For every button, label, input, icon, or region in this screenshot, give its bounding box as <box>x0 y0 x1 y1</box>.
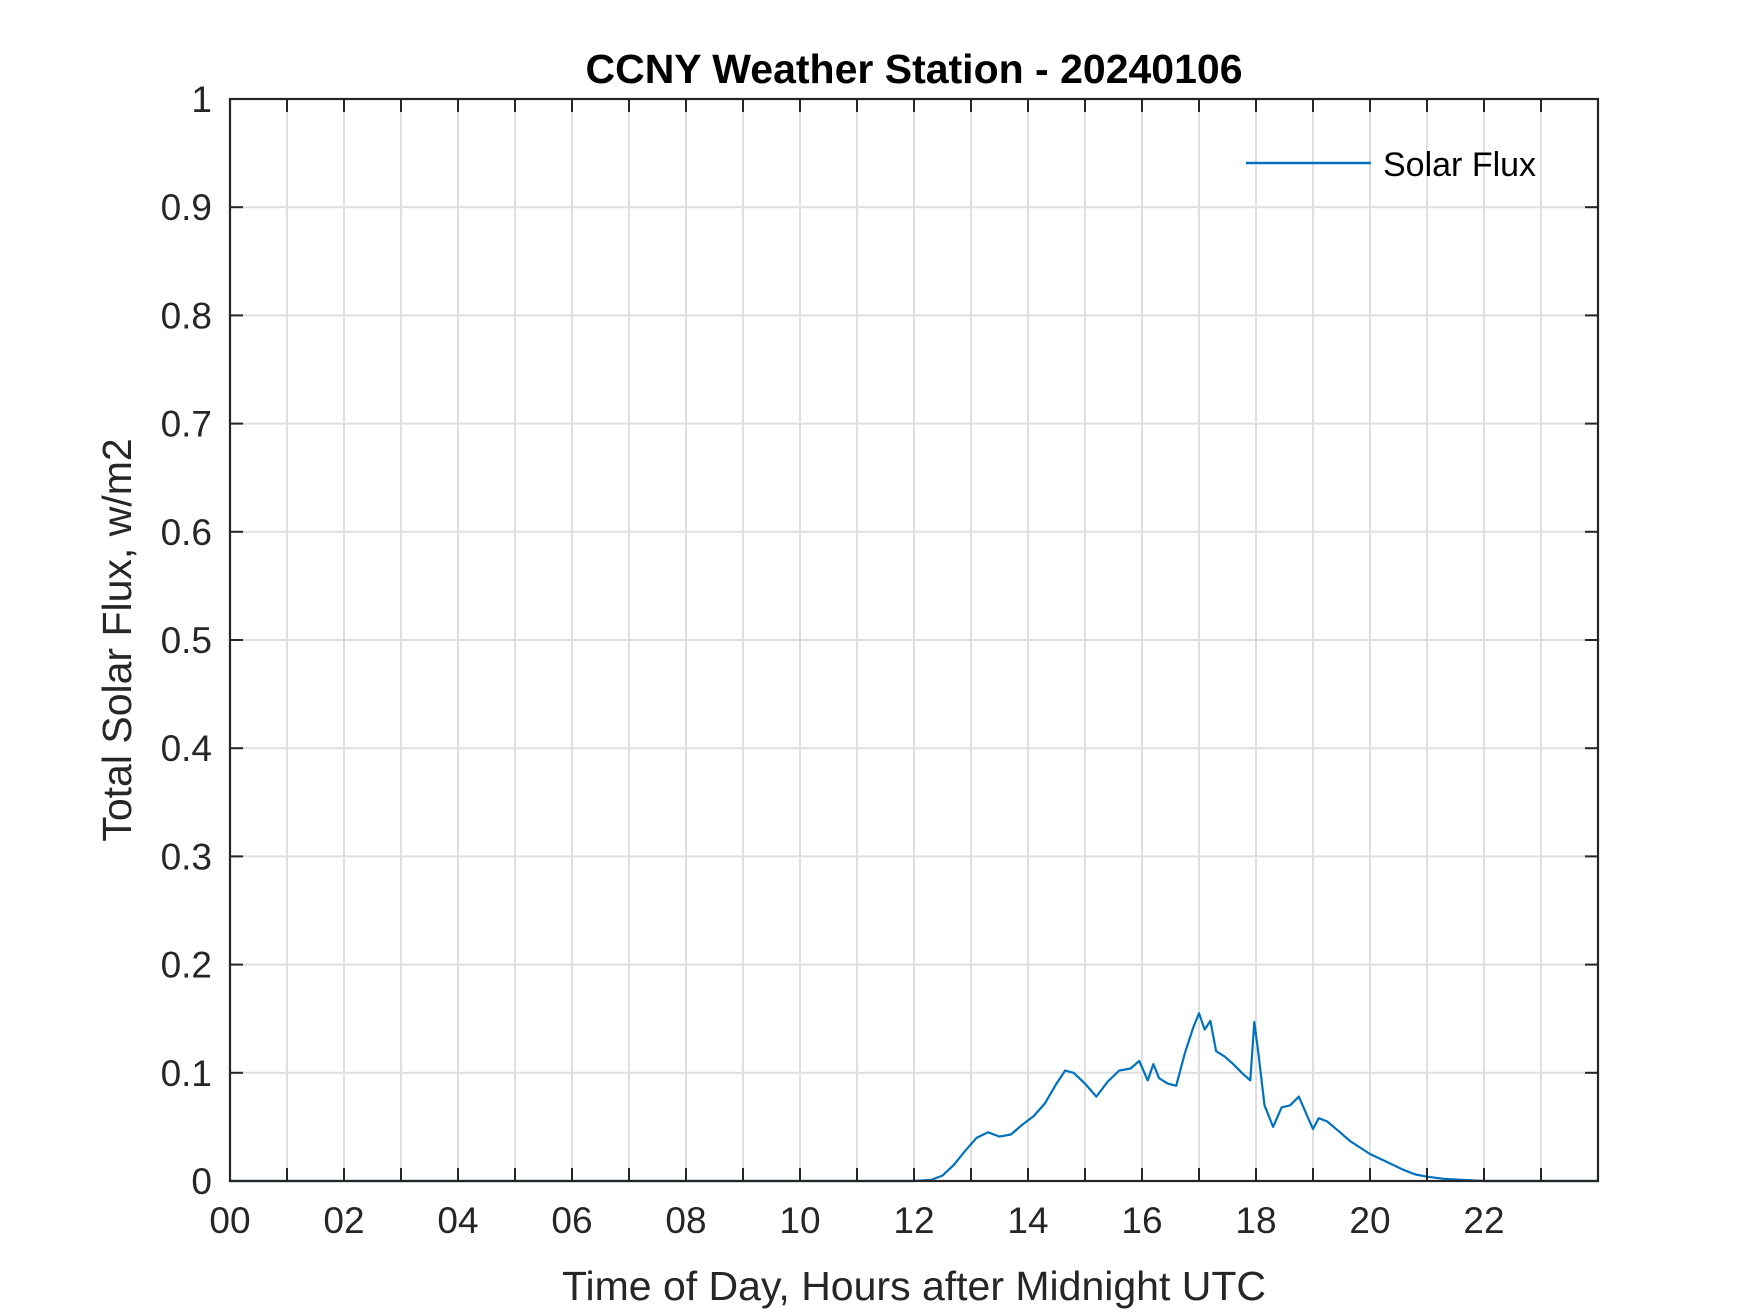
x-tick-labels: 00 02 04 06 08 10 12 14 16 18 20 22 <box>209 1200 1504 1241</box>
series-layer <box>230 1012 1598 1183</box>
y-tick-label: 0.3 <box>161 836 212 877</box>
legend: Solar Flux <box>1246 146 1536 184</box>
legend-entry-solar-flux: Solar Flux <box>1383 146 1536 184</box>
y-axis-label: Total Solar Flux, w/m2 <box>94 438 140 841</box>
y-tick-label: 0.2 <box>161 945 212 986</box>
series-line-solar-flux <box>230 1012 1598 1183</box>
x-tick-label: 16 <box>1121 1200 1162 1241</box>
x-tick-label: 08 <box>665 1200 706 1241</box>
axis-ticks <box>230 99 1598 1181</box>
y-tick-label: 0.9 <box>161 187 212 228</box>
y-tick-label: 0 <box>191 1161 212 1202</box>
x-axis-label: Time of Day, Hours after Midnight UTC <box>562 1263 1266 1309</box>
x-tick-label: 20 <box>1349 1200 1390 1241</box>
y-tick-label: 0.1 <box>161 1053 212 1094</box>
x-tick-label: 06 <box>551 1200 592 1241</box>
chart-title: CCNY Weather Station - 20240106 <box>585 46 1242 92</box>
x-tick-label: 22 <box>1463 1200 1504 1241</box>
x-tick-label: 10 <box>779 1200 820 1241</box>
x-tick-label: 04 <box>437 1200 478 1241</box>
y-tick-label: 0.7 <box>161 404 212 445</box>
y-tick-label: 0.5 <box>161 620 212 661</box>
x-tick-label: 14 <box>1007 1200 1048 1241</box>
y-tick-label: 0.4 <box>161 728 212 769</box>
y-tick-label: 1 <box>191 79 212 120</box>
grid-lines <box>230 99 1598 1181</box>
y-tick-label: 0.8 <box>161 295 212 336</box>
x-tick-label: 02 <box>323 1200 364 1241</box>
y-tick-labels: 0 0.1 0.2 0.3 0.4 0.5 0.6 0.7 0.8 0.9 1 <box>161 79 212 1202</box>
x-tick-label: 00 <box>209 1200 250 1241</box>
x-tick-label: 18 <box>1235 1200 1276 1241</box>
y-tick-label: 0.6 <box>161 512 212 553</box>
x-tick-label: 12 <box>893 1200 934 1241</box>
axes-frame <box>228 97 1600 1183</box>
